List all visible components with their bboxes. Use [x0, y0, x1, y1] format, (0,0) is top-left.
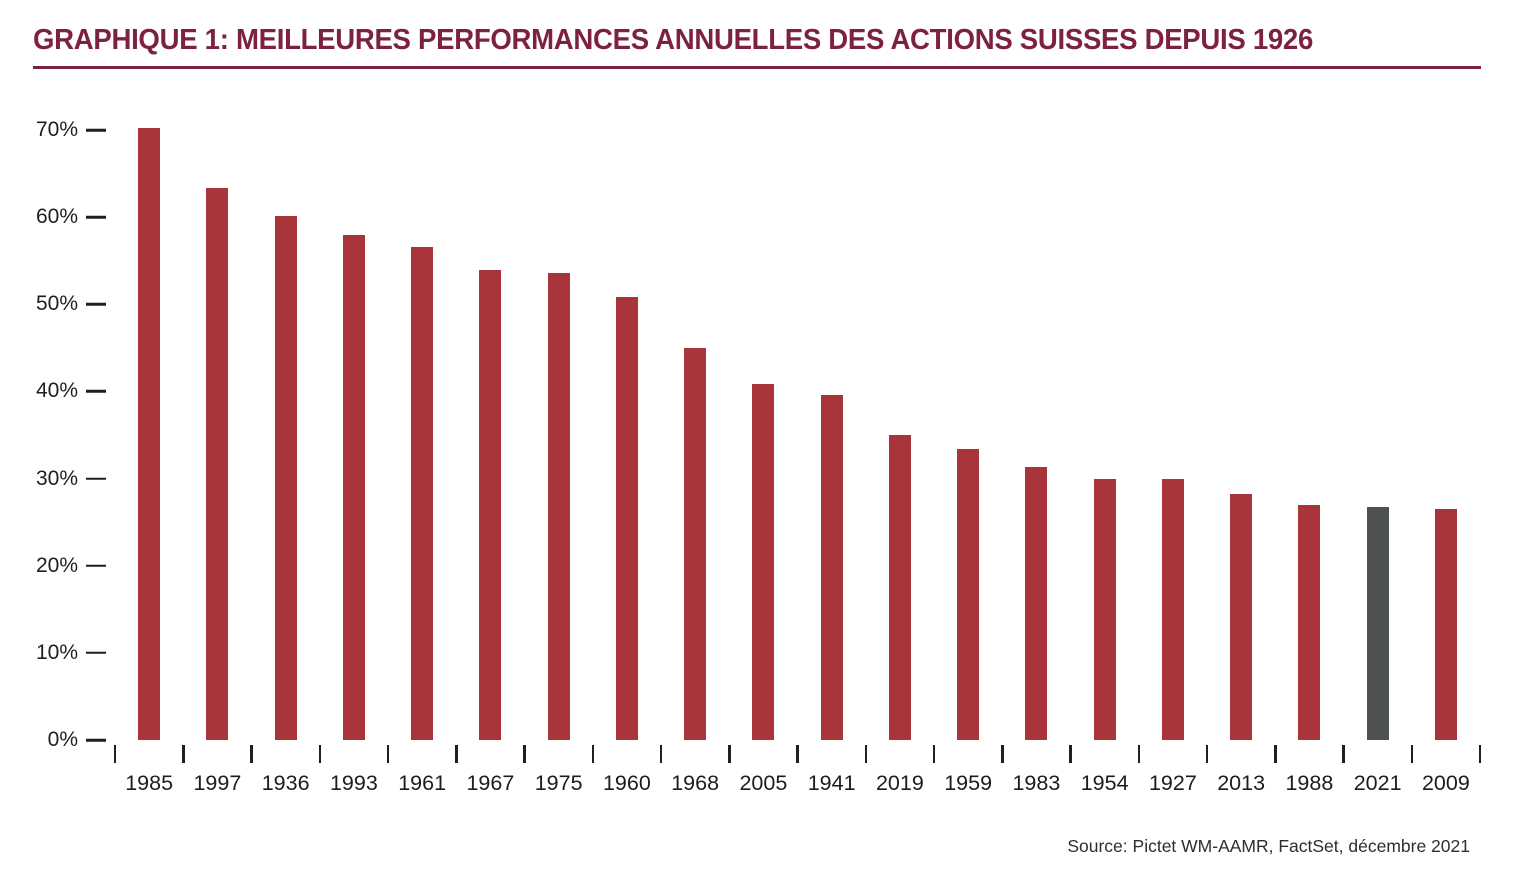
bar [1161, 479, 1184, 740]
bar [547, 272, 570, 740]
y-axis-tick [86, 390, 106, 393]
x-axis-label: 2019 [875, 771, 924, 795]
bar [888, 435, 911, 740]
x-axis-label: 2005 [739, 771, 788, 795]
x-axis-tick [728, 745, 731, 763]
y-axis-tick [86, 651, 106, 655]
x-axis-tick [182, 745, 185, 763]
bar [752, 384, 775, 740]
x-axis-label: 1985 [125, 771, 174, 795]
bar [615, 297, 638, 740]
y-axis-tick [86, 215, 106, 219]
x-axis-tick [591, 745, 594, 763]
bar [206, 188, 229, 740]
x-axis-tick [113, 745, 117, 763]
y-axis-label: 30% [35, 466, 78, 490]
x-axis-tick [1001, 745, 1004, 763]
x-axis-tick [1069, 745, 1072, 763]
title-underline [33, 66, 1481, 69]
x-axis-tick [1410, 745, 1413, 763]
source-note: Source: Pictet WM-AAMR, FactSet, décembr… [1067, 836, 1470, 856]
x-axis-label: 1975 [534, 771, 583, 795]
bar [1366, 507, 1389, 740]
x-axis-tick [864, 745, 867, 763]
y-axis-label: 40% [35, 379, 78, 403]
bar [1298, 504, 1321, 740]
x-axis-label: 1927 [1148, 771, 1197, 795]
x-axis-tick [1342, 745, 1345, 763]
y-axis-label: 10% [35, 640, 78, 664]
x-axis-label: 1941 [807, 771, 856, 795]
y-axis-label: 20% [35, 553, 78, 577]
bar [1230, 494, 1253, 740]
x-axis-label: 1954 [1080, 771, 1129, 795]
x-axis-tick [1137, 745, 1140, 763]
x-axis-tick [250, 745, 253, 763]
x-axis-tick [1478, 745, 1482, 763]
y-axis-label: 0% [47, 728, 78, 751]
y-axis-tick [86, 477, 106, 480]
x-axis-label: 2021 [1353, 771, 1402, 795]
y-axis-label: 50% [35, 292, 78, 316]
y-axis-tick [86, 564, 106, 567]
y-axis-label: 70% [35, 118, 78, 141]
y-axis-tick [86, 738, 106, 742]
x-axis-label: 2013 [1217, 771, 1266, 795]
y-axis-label: 60% [35, 205, 78, 229]
bar [1434, 509, 1457, 740]
bar [411, 246, 434, 740]
x-axis-label: 1997 [193, 771, 242, 795]
bar [1093, 478, 1116, 740]
bar [1025, 467, 1048, 740]
x-axis-tick [932, 745, 936, 763]
x-axis-tick [523, 745, 526, 763]
x-axis-label: 1967 [466, 771, 515, 795]
x-axis-tick [1274, 745, 1277, 763]
x-axis-tick [796, 745, 799, 763]
bar [342, 234, 365, 740]
bar [274, 216, 297, 740]
x-axis-label: 1961 [398, 771, 447, 795]
chart-title: GRAPHIQUE 1: MEILLEURES PERFORMANCES ANN… [33, 24, 1313, 56]
x-axis-tick [455, 745, 458, 763]
x-axis-label: 1960 [602, 771, 651, 795]
y-axis-tick [86, 128, 106, 132]
x-axis-label: 1993 [329, 771, 378, 795]
x-axis-label: 2009 [1421, 771, 1470, 795]
bar [479, 270, 502, 740]
x-axis-label: 1968 [671, 771, 720, 795]
x-axis-label: 1983 [1012, 771, 1061, 795]
x-axis-tick [659, 745, 663, 763]
bar [820, 394, 843, 740]
x-axis-label: 1988 [1285, 771, 1334, 795]
x-axis-tick [386, 745, 390, 763]
x-axis-tick [1205, 745, 1209, 763]
x-axis-tick [318, 745, 321, 763]
plot-area: 0% 10% 20% 30% 40% 50% 60% 70% 1985 1997 1936 1993 1… [36, 118, 1482, 795]
bar [957, 448, 980, 740]
bar [138, 128, 161, 740]
x-axis-label: 1959 [944, 771, 993, 795]
y-axis-tick [86, 303, 106, 306]
x-axis-label: 1936 [261, 771, 310, 795]
bar [684, 347, 707, 740]
